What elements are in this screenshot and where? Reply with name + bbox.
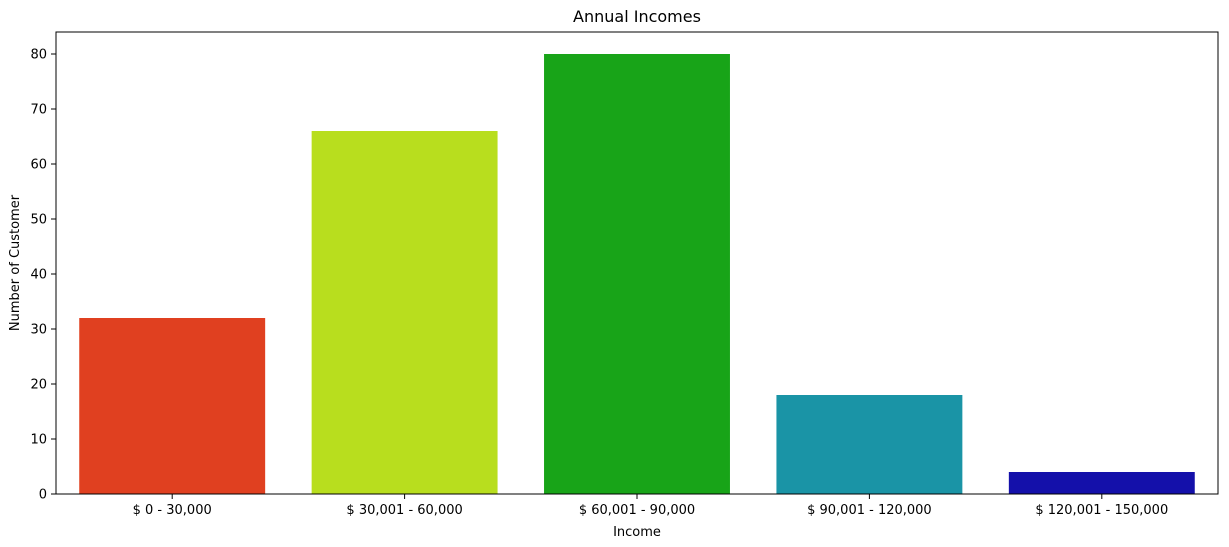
y-tick-label: 60 — [30, 158, 47, 173]
y-tick-label: 20 — [30, 378, 47, 393]
y-axis-label: Number of Customer — [8, 194, 23, 331]
plot-frame — [55, 31, 1219, 495]
x-tick-label: $ 30,001 - 60,000 — [346, 503, 462, 518]
y-tick-label: 40 — [30, 268, 47, 283]
x-axis-ticks: $ 0 - 30,000 $ 30,001 - 60,000 $ 60,001 - … — [133, 494, 1168, 518]
bar-2 — [311, 131, 498, 494]
y-tick-label: 70 — [30, 103, 47, 118]
bar-5 — [1008, 472, 1195, 494]
bars-group — [79, 54, 1195, 494]
bar-1 — [79, 318, 266, 494]
x-axis-label: Income — [613, 525, 661, 540]
chart-title: Annual Incomes — [573, 7, 701, 26]
bar-3 — [544, 54, 730, 494]
y-tick-label: 30 — [30, 323, 47, 338]
bar-4 — [776, 395, 963, 494]
x-tick-label: $ 90,001 - 120,000 — [807, 503, 932, 518]
x-tick-label: $ 0 - 30,000 — [133, 503, 212, 518]
y-tick-label: 0 — [39, 488, 47, 503]
y-tick-label: 80 — [30, 48, 47, 63]
y-tick-label: 10 — [30, 433, 47, 448]
y-tick-label: 50 — [30, 213, 47, 228]
x-tick-label: $ 60,001 - 90,000 — [579, 503, 695, 518]
y-axis-ticks: 0 10 20 30 40 50 60 70 80 — [30, 48, 56, 503]
x-tick-label: $ 120,001 - 150,000 — [1035, 503, 1168, 518]
